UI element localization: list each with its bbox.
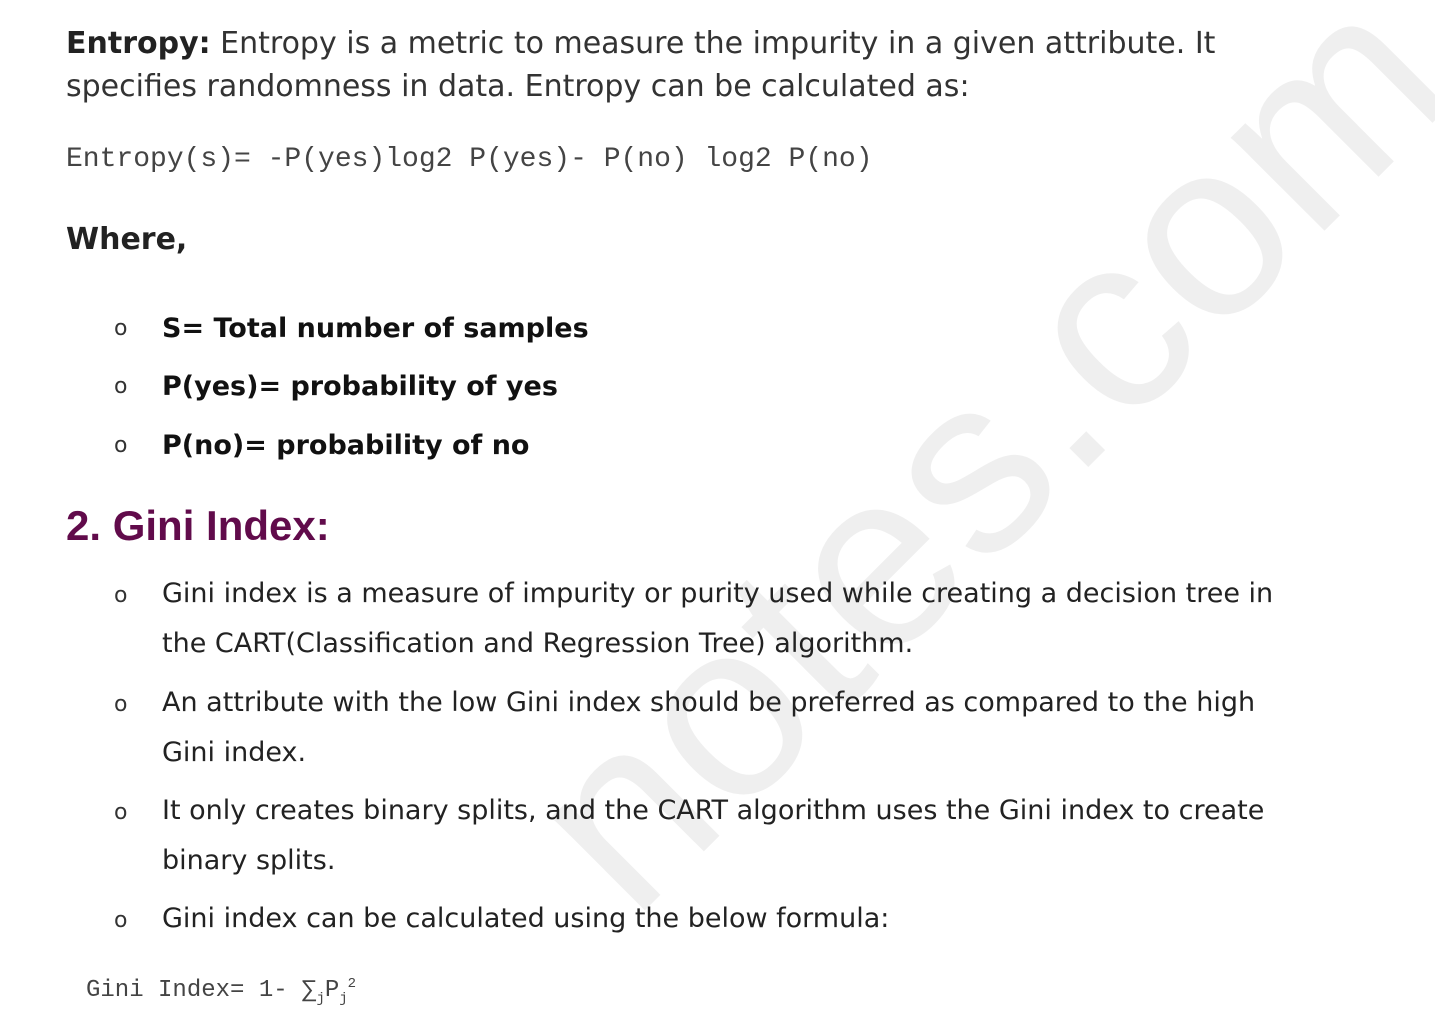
bullet-icon: o: [114, 692, 128, 717]
gini-formula-prefix: Gini Index= 1- ∑: [86, 977, 317, 1004]
gini-formula: Gini Index= 1- ∑jPj2: [86, 976, 356, 1007]
gini-formula-p: P: [324, 977, 340, 1004]
gini-list-item: Gini index can be calculated using the b…: [162, 903, 890, 934]
entropy-term: Entropy:: [66, 26, 211, 61]
bullet-icon: o: [114, 908, 128, 933]
bullet-icon: o: [114, 433, 128, 458]
entropy-paragraph: Entropy: Entropy is a metric to measure …: [66, 22, 1306, 108]
gini-list-item: It only creates binary splits, and the C…: [162, 795, 1265, 876]
bullet-icon: o: [114, 583, 128, 608]
gini-formula-sub: j: [316, 990, 325, 1007]
bullet-icon: o: [114, 316, 128, 341]
gini-list-item: An attribute with the low Gini index sho…: [162, 687, 1256, 768]
definition-item-p-no: P(no)= probability of no: [162, 430, 530, 461]
bullet-icon: o: [114, 800, 128, 825]
entropy-formula: Entropy(s)= -P(yes)log2 P(yes)- P(no) lo…: [66, 144, 873, 175]
gini-formula-sup: 2: [347, 976, 357, 992]
section-heading-gini: 2. Gini Index:: [66, 502, 330, 549]
gini-list-item: Gini index is a measure of impurity or p…: [162, 578, 1274, 659]
where-label: Where,: [66, 222, 188, 257]
entropy-description: Entropy is a metric to measure the impur…: [66, 26, 1216, 104]
definition-item-p-yes: P(yes)= probability of yes: [162, 371, 558, 402]
gini-formula-sub: j: [339, 990, 348, 1007]
bullet-icon: o: [114, 374, 128, 399]
definition-item-samples: S= Total number of samples: [162, 313, 589, 344]
